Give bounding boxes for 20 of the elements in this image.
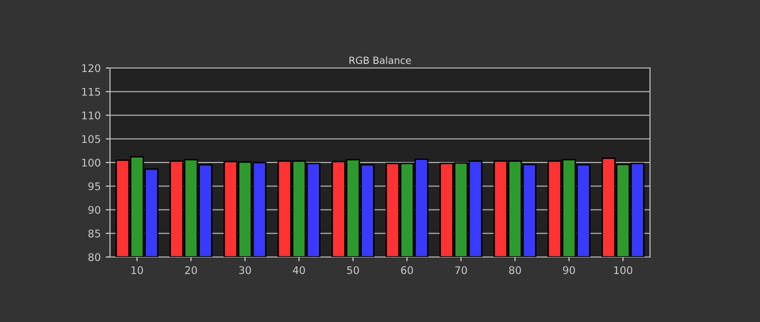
y-tick-label: 85 xyxy=(88,230,100,238)
x-tick-label: 20 xyxy=(185,266,197,274)
x-tick-label: 80 xyxy=(509,266,521,274)
x-tick-label: 100 xyxy=(614,266,632,274)
x-tick-label: 30 xyxy=(239,266,251,274)
y-tick-label: 105 xyxy=(82,135,100,143)
x-tick-label: 50 xyxy=(347,266,359,274)
x-tick-label: 60 xyxy=(401,266,413,274)
x-tick-label: 40 xyxy=(292,266,305,274)
y-tick-label: 120 xyxy=(82,64,100,72)
x-tick-label: 10 xyxy=(132,266,143,274)
chart-title: RGB Balance xyxy=(350,56,411,64)
y-tick-label: 115 xyxy=(82,88,100,96)
y-tick-label: 95 xyxy=(88,182,100,190)
y-tick-label: 90 xyxy=(88,206,100,214)
x-tick-label: 90 xyxy=(563,266,575,274)
y-tick-label: 110 xyxy=(82,111,100,120)
y-tick-label: 100 xyxy=(82,158,100,167)
y-tick-label: 80 xyxy=(88,253,100,262)
x-tick-label: 70 xyxy=(455,266,467,274)
